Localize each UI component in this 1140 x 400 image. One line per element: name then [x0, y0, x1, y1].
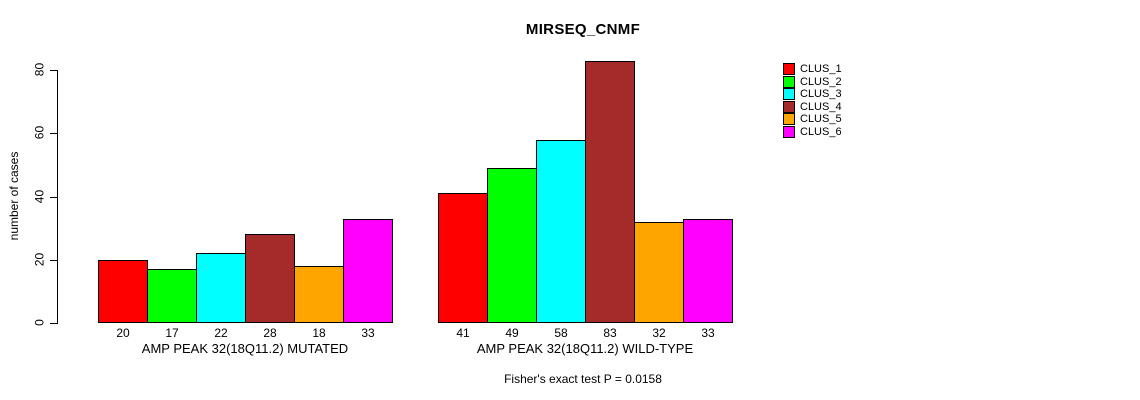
bar: [196, 253, 246, 323]
legend-item-label: CLUS_1: [800, 63, 842, 75]
bar-value-label: 20: [116, 326, 130, 340]
bar: [245, 234, 295, 323]
legend: CLUS_1 CLUS_2 CLUS_3 CLUS_4 CLUS_5 CLUS_6: [783, 63, 842, 139]
bar-value-label: 32: [652, 326, 666, 340]
bar: [536, 140, 586, 323]
legend-item: CLUS_1: [783, 63, 842, 75]
group-label-wild-type: AMP PEAK 32(18Q11.2) WILD-TYPE: [476, 341, 694, 356]
y-axis-line: [57, 70, 58, 324]
legend-color-swatch: [783, 113, 795, 126]
fisher-test-annotation: Fisher's exact test P = 0.0158: [504, 372, 662, 386]
bar: [683, 219, 733, 323]
bar-value-label: 41: [456, 326, 470, 340]
y-tick: [50, 197, 57, 198]
bar-value-label: 17: [165, 326, 179, 340]
legend-color-swatch: [783, 63, 795, 75]
legend-color-swatch: [783, 75, 795, 88]
bar-value-label: 18: [312, 326, 326, 340]
y-tick: [50, 260, 57, 261]
bar: [147, 269, 197, 323]
bar: [438, 193, 488, 323]
chart-title: MIRSEQ_CNMF: [525, 21, 641, 38]
legend-item: CLUS_6: [783, 125, 842, 138]
bar: [294, 266, 344, 323]
legend-item-label: CLUS_3: [800, 88, 842, 101]
legend-item-label: CLUS_4: [800, 100, 842, 113]
bar: [634, 222, 684, 323]
legend-item: CLUS_5: [783, 113, 842, 126]
legend-item-label: CLUS_2: [800, 75, 842, 88]
legend-color-swatch: [783, 125, 795, 138]
y-tick-label: 80: [32, 62, 47, 77]
y-tick-label: 20: [32, 252, 47, 267]
bar: [98, 260, 148, 323]
legend-item-label: CLUS_6: [800, 125, 842, 138]
bar-value-label: 33: [361, 326, 375, 340]
bar-value-label: 49: [505, 326, 519, 340]
bar-value-label: 83: [603, 326, 617, 340]
y-tick: [50, 133, 57, 134]
y-tick-label: 40: [32, 189, 47, 204]
legend-item: CLUS_3: [783, 88, 842, 101]
legend-item: CLUS_2: [783, 75, 842, 88]
y-tick: [50, 70, 57, 71]
y-tick: [50, 323, 57, 324]
legend-color-swatch: [783, 100, 795, 113]
legend-item-label: CLUS_5: [800, 113, 842, 126]
bar-value-label: 22: [214, 326, 228, 340]
bar: [585, 61, 635, 323]
bar-value-label: 28: [263, 326, 277, 340]
legend-item: CLUS_4: [783, 100, 842, 113]
group-label-mutated: AMP PEAK 32(18Q11.2) MUTATED: [141, 341, 349, 356]
y-axis-label: number of cases: [7, 151, 21, 241]
legend-color-swatch: [783, 88, 795, 101]
bar-value-label: 33: [701, 326, 715, 340]
bar: [343, 219, 393, 323]
bar-value-label: 58: [554, 326, 568, 340]
y-tick-label: 60: [32, 125, 47, 140]
bar: [487, 168, 537, 323]
y-tick-label: 0: [32, 319, 47, 326]
